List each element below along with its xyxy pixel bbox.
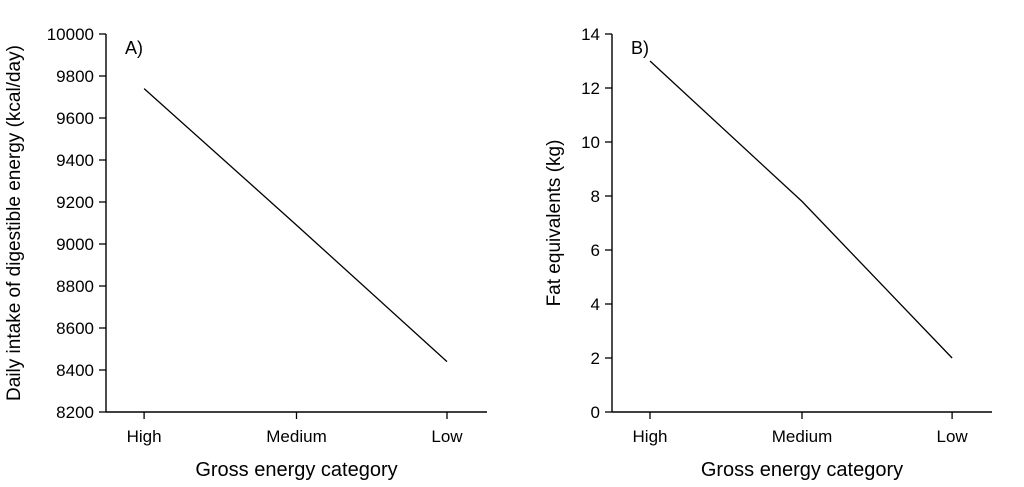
y-axis-title: Daily intake of digestible energy (kcal/…	[4, 45, 25, 401]
y-tick-label: 10000	[47, 25, 94, 44]
y-tick-label: 12	[581, 79, 600, 98]
y-tick-label: 8400	[56, 361, 94, 380]
data-line	[649, 60, 953, 359]
x-tick-label: Medium	[772, 427, 832, 446]
y-axis-title: Fat equivalents (kg)	[544, 140, 565, 307]
x-tick-label: Medium	[266, 427, 326, 446]
y-tick-label: 6	[591, 241, 600, 260]
y-tick-label: 9000	[56, 235, 94, 254]
panel-label: A)	[125, 38, 143, 58]
y-tick-label: 10	[581, 133, 600, 152]
panel-label: B)	[631, 38, 649, 58]
y-tick-label: 9800	[56, 67, 94, 86]
y-tick-label: 9400	[56, 151, 94, 170]
x-tick-label: Low	[937, 427, 969, 446]
y-tick-label: 4	[591, 295, 600, 314]
x-axis-title: Gross energy category	[701, 459, 903, 481]
panel-a: 8200 8400 8600 8800 9000 9200 9400 9600 9800 1000…	[4, 25, 487, 481]
data-line	[143, 88, 448, 363]
panel-b: 0 2 4 6 8 10 12 14 High Medium Low B) Gross energy c…	[544, 25, 992, 481]
y-tick-label: 0	[591, 403, 600, 422]
y-tick-label: 9200	[56, 193, 94, 212]
y-tick-label: 8600	[56, 319, 94, 338]
y-tick-label: 14	[581, 25, 600, 44]
y-tick-label: 2	[591, 349, 600, 368]
y-tick-label: 8	[591, 187, 600, 206]
x-axis-title: Gross energy category	[195, 459, 397, 481]
x-tick-label: Low	[431, 427, 463, 446]
y-tick-label: 8200	[56, 403, 94, 422]
x-tick-label: High	[633, 427, 668, 446]
y-tick-label: 9600	[56, 109, 94, 128]
y-tick-label: 8800	[56, 277, 94, 296]
x-tick-label: High	[127, 427, 162, 446]
